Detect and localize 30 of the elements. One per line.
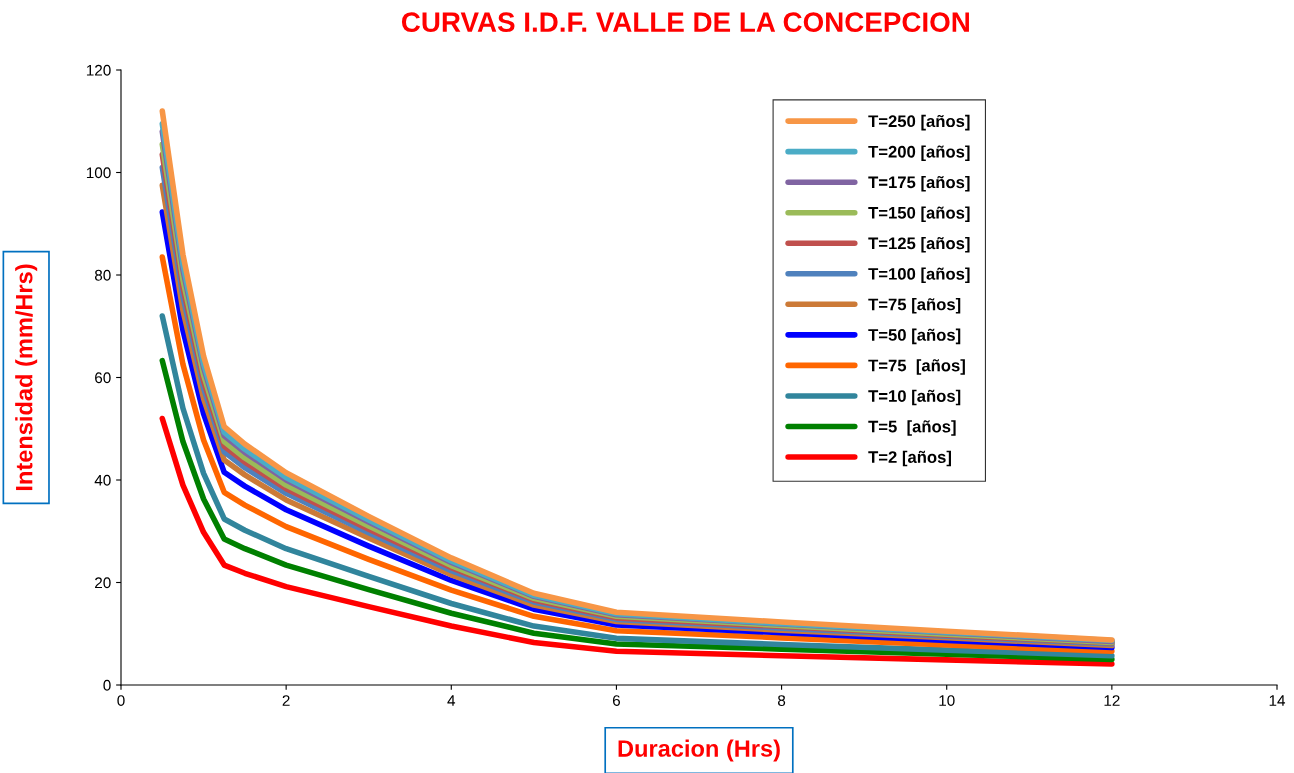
x-tick-label: 4 <box>447 695 456 706</box>
x-tick-label: 10 <box>939 695 955 706</box>
legend-label: T=175 [años] <box>868 175 970 192</box>
x-tick-label: 0 <box>117 695 125 706</box>
x-tick-label: 8 <box>777 695 786 706</box>
legend-label: T=125 [años] <box>868 237 970 253</box>
x-tick-label: 12 <box>1104 695 1120 706</box>
legend-label: T=75 [años] <box>868 298 961 314</box>
legend-label: T=5 [años] <box>868 420 956 436</box>
legend-label: T=10 [años] <box>868 389 961 406</box>
y-tick-label: 60 <box>95 372 111 384</box>
legend-label: T=200 [años] <box>868 145 970 161</box>
legend-label: T=75 [años] <box>868 359 965 375</box>
x-axis-title: Duracion (Hrs) <box>618 739 780 762</box>
legend-label: T=2 [años] <box>868 450 951 467</box>
legend-label: T=250 [años] <box>868 114 970 131</box>
y-tick-label: 80 <box>94 269 111 281</box>
y-tick-label: 0 <box>103 679 111 691</box>
legend-label: T=150 [años] <box>868 206 970 222</box>
x-tick-label: 6 <box>612 695 621 706</box>
legend-label: T=50 [años] <box>868 328 961 345</box>
y-tick-label: 20 <box>95 577 111 589</box>
y-axis-title: Intensidad (mm/Hrs) <box>15 264 38 491</box>
y-tick-label: 120 <box>86 64 111 76</box>
y-tick-label: 100 <box>86 167 111 179</box>
y-tick-label: 40 <box>94 474 111 486</box>
legend-label: T=100 [años] <box>868 267 970 284</box>
chart-title: CURVAS I.D.F. VALLE DE LA CONCEPCION <box>401 12 969 32</box>
x-tick-label: 2 <box>282 695 290 706</box>
x-tick-label: 14 <box>1269 695 1286 706</box>
